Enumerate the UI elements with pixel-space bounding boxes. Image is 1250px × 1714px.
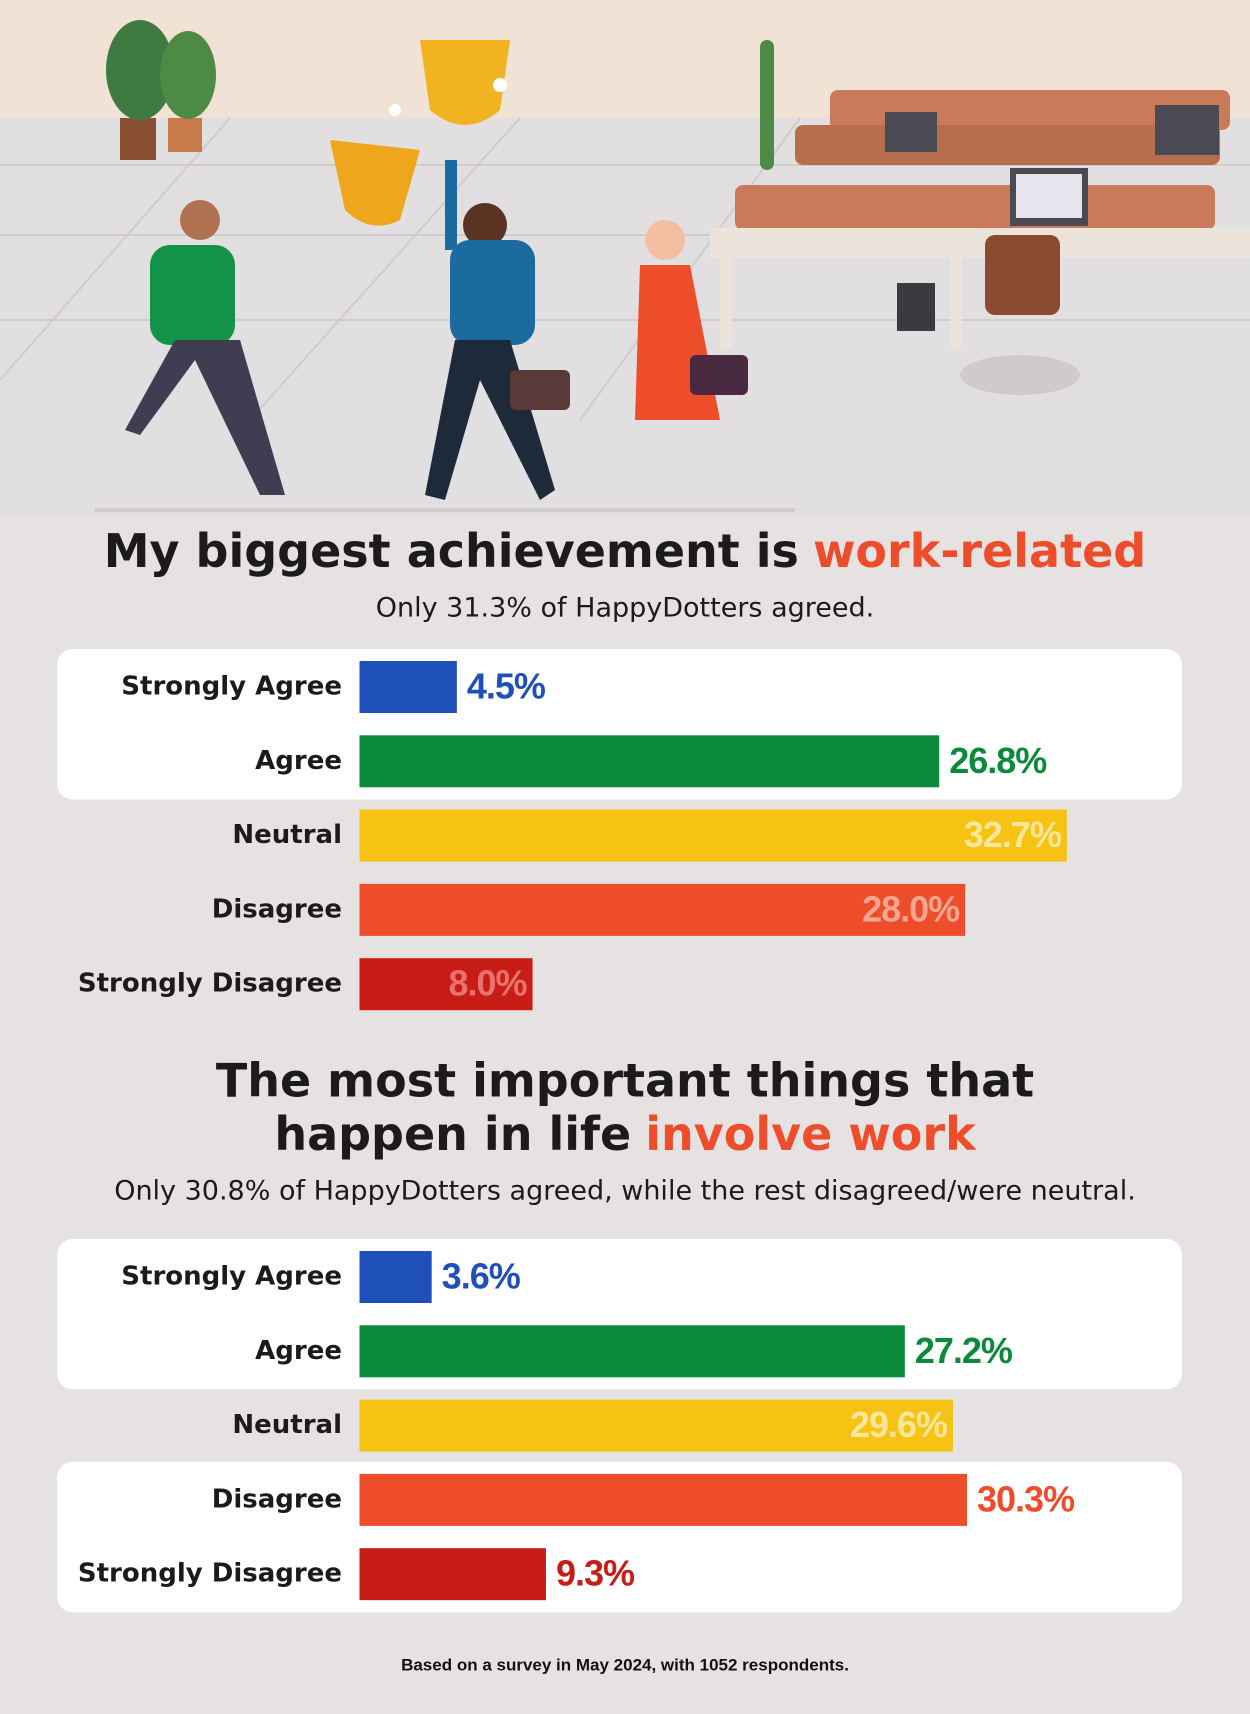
value-label: 32.7% <box>964 814 1062 855</box>
plant <box>160 31 216 119</box>
trophy <box>330 40 510 226</box>
chart-subtitle: Only 30.8% of HappyDotters agreed, while… <box>114 1176 1136 1207</box>
value-label: 3.6% <box>442 1256 521 1297</box>
value-label: 30.3% <box>977 1478 1075 1519</box>
category-label: Strongly Agree <box>121 1262 342 1292</box>
value-label: 8.0% <box>448 963 527 1004</box>
bar <box>359 735 940 788</box>
chart-title: happen in life involve work <box>274 1107 977 1161</box>
bar <box>359 883 966 936</box>
category-label: Strongly Disagree <box>78 1559 342 1589</box>
footer: Based on a survey in May 2024, with 1052… <box>401 1655 849 1674</box>
plant <box>106 20 174 120</box>
bar <box>359 1548 546 1601</box>
category-label: Strongly Agree <box>121 672 342 702</box>
value-label: 28.0% <box>862 888 960 929</box>
pot <box>120 118 156 160</box>
value-label: 9.3% <box>556 1553 635 1594</box>
category-label: Agree <box>255 1336 342 1366</box>
chart-title: My biggest achievement is work-related <box>104 524 1146 578</box>
bar <box>359 809 1067 862</box>
category-label: Agree <box>255 746 342 776</box>
office <box>710 40 1250 395</box>
value-label: 27.2% <box>915 1330 1013 1371</box>
value-label: 29.6% <box>850 1404 948 1445</box>
title-part: involve work <box>645 1107 977 1161</box>
category-label: Disagree <box>212 1484 342 1514</box>
illustration <box>0 0 1250 518</box>
value-label: 4.5% <box>467 666 546 707</box>
category-label: Neutral <box>232 820 342 850</box>
pot <box>168 118 202 152</box>
bar <box>359 958 533 1011</box>
bar <box>359 1473 967 1526</box>
title-part: happen in life <box>274 1107 631 1161</box>
title-part: My biggest achievement is <box>104 524 799 578</box>
chart-subtitle: Only 31.3% of HappyDotters agreed. <box>376 593 874 624</box>
bar <box>359 1399 953 1452</box>
bar <box>359 1251 432 1303</box>
people <box>125 160 748 500</box>
category-label: Strongly Disagree <box>78 969 342 999</box>
bar <box>359 661 457 713</box>
bar <box>359 1325 905 1378</box>
value-label: 26.8% <box>949 740 1047 781</box>
chart-title: The most important things that <box>216 1054 1034 1108</box>
title-part: work-related <box>813 524 1146 578</box>
category-label: Neutral <box>232 1410 342 1440</box>
category-label: Disagree <box>212 894 342 924</box>
